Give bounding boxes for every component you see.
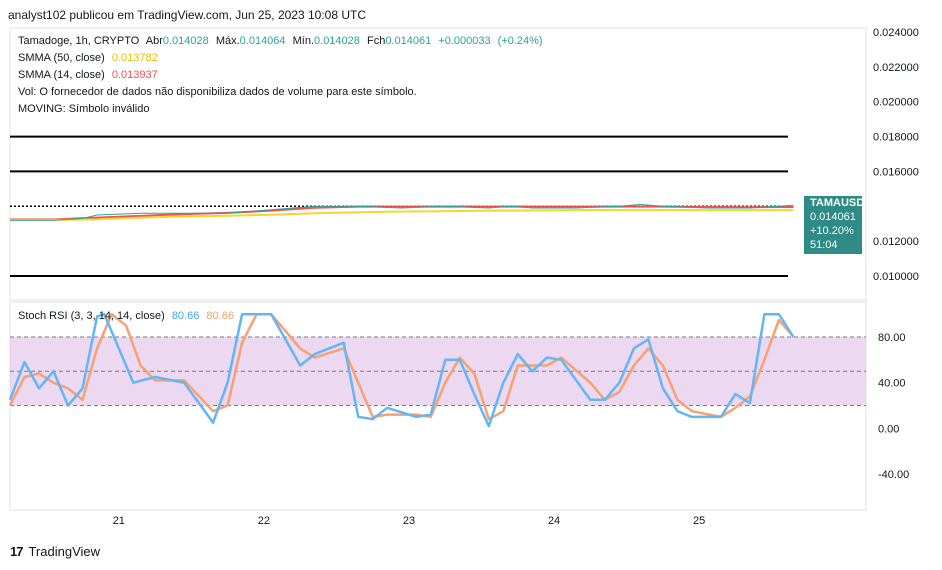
tradingview-logo-icon: 17 [10,544,24,559]
open-value: 0.014028 [162,35,209,47]
candle-timer: 51:04 [810,239,838,251]
stoch-series [8,312,795,428]
price-tick-label: 0.024000 [873,27,919,39]
price-tick-label: 0.022000 [873,62,919,74]
x-tick-label: 22 [258,515,270,527]
price-change: +10.20% [810,225,854,237]
last-price: 0.014061 [810,211,856,223]
ticker-label: TAMAUSD [810,197,865,209]
price-tick-label: 0.012000 [873,236,919,248]
price-tick-label: 0.010000 [873,271,919,283]
x-tick-label: 25 [693,515,705,527]
price-y-axis: 0.024000 0.022000 0.020000 0.018000 0.016000… [873,27,919,283]
volume-note: Vol: O fornecedor de dados não disponibi… [18,86,417,98]
price-badge: TAMAUSD 0.014061 +10.20% 51:04 [804,196,865,254]
change-value: +0.000033 [438,35,491,47]
stoch-tick-label: -40.00 [878,469,909,481]
stoch-tick-label: 40.00 [878,378,906,390]
low-value: 0.014028 [314,35,360,47]
stoch-tick-label: 0.00 [878,423,899,435]
price-tick-label: 0.020000 [873,97,919,109]
stoch-tick-label: 80.00 [878,332,906,344]
open-label: Abr [145,35,163,47]
sma14-value: 0.013937 [111,69,158,81]
sma14-label: SMMA (14, close) [18,69,105,81]
brand-name: TradingView [28,544,101,559]
stoch-d-value: 80.66 [206,310,234,322]
stoch-y-axis: 80.00 40.00 0.00 -40.00 [878,332,909,481]
x-axis: 21 22 23 24 25 [113,515,706,527]
stoch-band [10,336,866,406]
x-tick-label: 21 [113,515,125,527]
footer[interactable]: 17 TradingView [10,544,100,559]
sma50-value: 0.013782 [111,52,158,64]
publish-header: analyst102 publicou em TradingView.com, … [8,8,366,22]
close-label: Fch [366,35,386,47]
sma50-legend: SMMA (50, close) 0.013782 [18,52,162,64]
sma14-legend: SMMA (14, close) 0.013937 [18,69,162,81]
stoch-label: Stoch RSI (3, 3, 14, 14, close) [18,310,165,322]
price-series-line [10,203,794,221]
price-series [10,203,794,221]
x-tick-label: 23 [403,515,415,527]
high-value: 0.014064 [239,35,286,47]
high-label: Máx. [215,35,240,47]
sma50-label: SMMA (50, close) [18,52,105,64]
close-value: 0.014061 [385,35,432,47]
stoch-k-value: 80.66 [171,310,200,322]
stoch-series-line [8,312,795,428]
x-tick-label: 24 [548,515,560,527]
stoch-legend: Stoch RSI (3, 3, 14, 14, close) 80.66 80… [18,310,238,322]
price-tick-label: 0.018000 [873,132,919,144]
change-pct: (+0.24%) [497,35,543,47]
moving-note: MOVING: Símbolo inválido [18,103,150,115]
symbol-name: Tamadoge, 1h, CRYPTO [18,35,140,47]
symbol-legend: Tamadoge, 1h, CRYPTO Abr0.014028 Máx.0.0… [18,35,547,47]
low-label: Mín. [292,35,315,47]
price-series-line [10,209,794,221]
price-tick-label: 0.016000 [873,166,919,178]
